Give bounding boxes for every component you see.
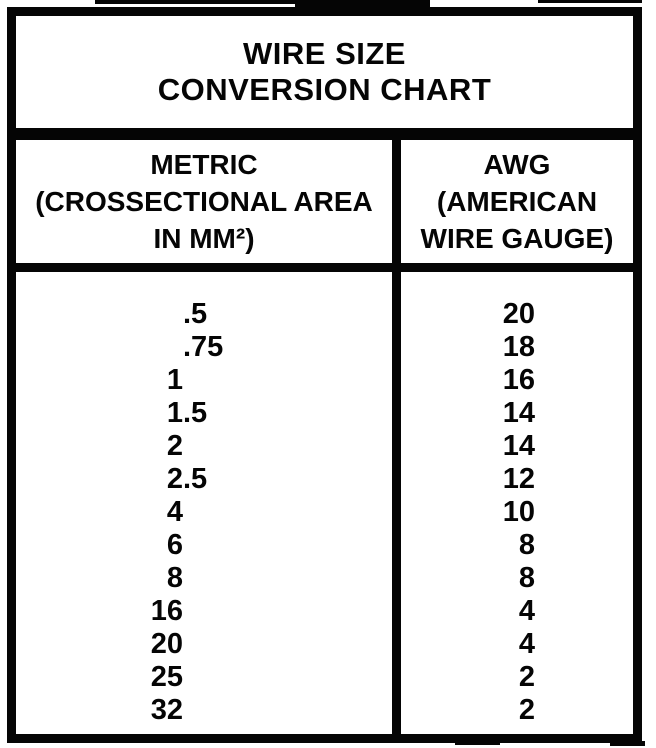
- metric-cell: .75: [16, 331, 392, 364]
- awg-value: 14: [502, 430, 535, 462]
- metric-value-int: 6: [166, 529, 183, 561]
- awg-value: 14: [502, 397, 535, 429]
- wire-size-conversion-chart: WIRE SIZE CONVERSION CHART METRIC (CROSS…: [7, 7, 642, 743]
- metric-value-frac: .75: [183, 331, 224, 363]
- awg-cell: 12: [401, 463, 633, 496]
- metric-value-int: 20: [150, 628, 183, 660]
- awg-cell: 20: [401, 298, 633, 331]
- column-header-metric: METRIC (CROSSECTIONAL AREA IN MM²): [16, 140, 401, 263]
- metric-value-int: 2: [166, 463, 183, 495]
- awg-value: 8: [518, 529, 535, 561]
- awg-value: 4: [518, 595, 535, 627]
- awg-cell: 8: [401, 562, 633, 595]
- metric-value-int: 4: [166, 496, 183, 528]
- metric-cell: 25: [16, 661, 392, 694]
- metric-value-int: 1: [166, 397, 183, 429]
- awg-value: 20: [502, 298, 535, 330]
- page-title: WIRE SIZE CONVERSION CHART: [157, 36, 492, 107]
- metric-value-frac: .5: [183, 298, 208, 330]
- awg-value: 16: [502, 364, 535, 396]
- metric-cell: 2.5: [16, 463, 392, 496]
- scan-artifact: [610, 741, 645, 746]
- metric-cell: 2: [16, 430, 392, 463]
- metric-value-int: 32: [150, 694, 183, 726]
- metric-value-frac: .5: [183, 463, 208, 495]
- awg-value: 18: [502, 331, 535, 363]
- awg-cell: 2: [401, 661, 633, 694]
- metric-value-int: 16: [150, 595, 183, 627]
- metric-cell: 1.5: [16, 397, 392, 430]
- awg-cell: 18: [401, 331, 633, 364]
- awg-cell: 14: [401, 430, 633, 463]
- metric-cell: 1: [16, 364, 392, 397]
- scan-artifact: [455, 741, 500, 745]
- metric-cell: 16: [16, 595, 392, 628]
- awg-cell: 4: [401, 595, 633, 628]
- awg-value: 12: [502, 463, 535, 495]
- awg-cell: 4: [401, 628, 633, 661]
- awg-cell: 10: [401, 496, 633, 529]
- awg-cell: 16: [401, 364, 633, 397]
- scan-artifact: [295, 0, 430, 7]
- table-header-row: METRIC (CROSSECTIONAL AREA IN MM²) AWG (…: [16, 140, 633, 272]
- awg-cell: 2: [401, 694, 633, 727]
- metric-cell: .5: [16, 298, 392, 331]
- metric-cell: 6: [16, 529, 392, 562]
- metric-cell: 4: [16, 496, 392, 529]
- awg-value: 4: [518, 628, 535, 660]
- metric-column: .5.75 1 1.5 2 2.5 4 6 8 16 20 25 32: [16, 272, 401, 734]
- awg-value: 2: [518, 694, 535, 726]
- metric-value-int: 2: [166, 430, 183, 462]
- awg-column: 20 18 16 14 14 12 10 8 8 4 4 2 2: [401, 272, 633, 734]
- metric-value-frac: .5: [183, 397, 208, 429]
- awg-cell: 14: [401, 397, 633, 430]
- metric-value-int: 25: [150, 661, 183, 693]
- metric-value-int: 8: [166, 562, 183, 594]
- metric-cell: 20: [16, 628, 392, 661]
- metric-cell: 32: [16, 694, 392, 727]
- table-body: .5.75 1 1.5 2 2.5 4 6 8 16 20 25 32 20 18 16 14 14 12 10 8…: [16, 272, 633, 734]
- metric-value-int: 1: [166, 364, 183, 396]
- awg-value: 2: [518, 661, 535, 693]
- awg-value: 10: [502, 496, 535, 528]
- column-header-awg: AWG (AMERICAN WIRE GAUGE): [420, 149, 614, 254]
- awg-value: 8: [518, 562, 535, 594]
- scan-artifact: [538, 0, 642, 3]
- metric-cell: 8: [16, 562, 392, 595]
- chart-title-box: WIRE SIZE CONVERSION CHART: [16, 16, 633, 140]
- awg-cell: 8: [401, 529, 633, 562]
- scan-artifact: [95, 0, 430, 4]
